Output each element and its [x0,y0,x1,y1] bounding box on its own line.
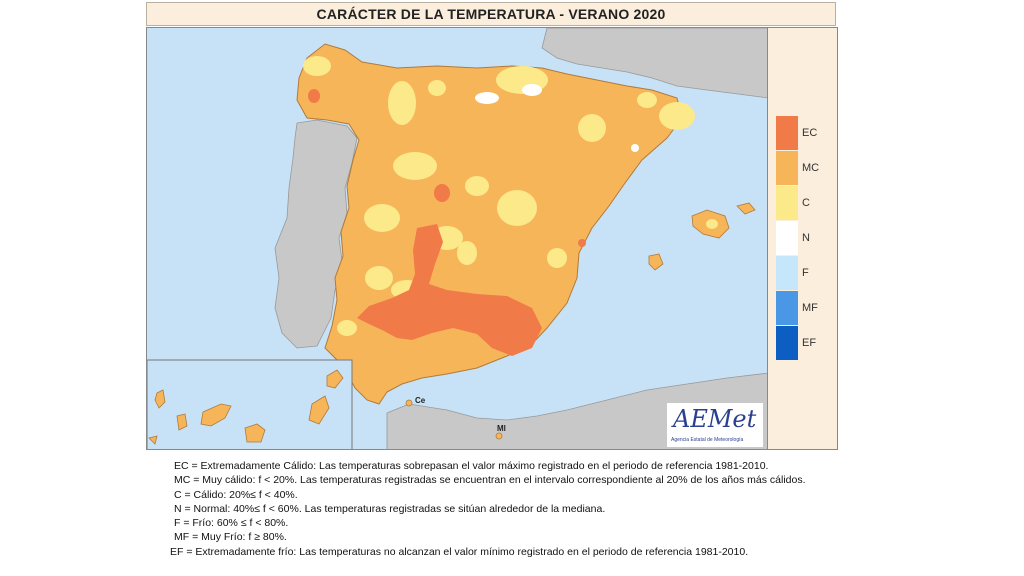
temperature-map [147,28,767,449]
note-n: N = Normal: 40%≤ f < 60%. Las temperatur… [174,502,606,515]
note-ec: EC = Extremadamente Cálido: Las temperat… [174,460,769,472]
legend-label-ec: EC [802,127,818,139]
canary-islands [148,369,344,445]
note-f: F = Frío: 60% ≤ f < 80%. [174,517,289,530]
note-mc: MC = Muy cálido: f < 20%. Las temperatur… [174,474,806,487]
normal-patches [475,84,639,152]
legend-swatch-ec [776,116,798,150]
legend-label-n: N [802,232,810,244]
map-panel: Ce Ml AEMet Agencia Estatal de Meteorolo… [146,27,768,450]
legend-label-c: C [802,197,810,209]
ceuta-label: Ce [415,396,426,405]
legend-notes: EC = Extremadamente Cálido: Las temperat… [170,459,834,559]
legend-swatch-ef [776,326,798,360]
legend-swatch-c [776,186,798,220]
aemet-logo: AEMet Agencia Estatal de Meteorología [667,403,763,447]
ceuta-marker [405,399,413,407]
legend-swatch-mc [776,151,798,185]
melilla-label: Ml [497,424,506,433]
note-c: C = Cálido: 20%≤ f < 40%. [174,488,298,501]
mallorca-warm-spot [706,219,718,229]
note-ef: EF = Extremadamente frío: Las temperatur… [170,545,749,558]
title-bar: CARÁCTER DE LA TEMPERATURA - VERANO 2020 [146,2,836,26]
legend-swatch-n [776,221,798,255]
legend-label-mc: MC [802,162,820,174]
logo-subtitle: Agencia Estatal de Meteorología [671,437,744,443]
legend-swatch-f [776,256,798,290]
legend-label-mf: MF [802,302,818,314]
france-land [541,28,767,99]
legend-swatch-mf [776,291,798,325]
portugal-land [274,119,358,349]
warm-patches [303,56,695,336]
legend-label-ef: EF [802,337,817,349]
melilla-marker [495,432,503,440]
note-mf: MF = Muy Frío: f ≥ 80%. [174,531,287,544]
legend: EC MC C N F MF EF [768,27,838,450]
logo-text: AEMet [673,405,757,433]
legend-label-f: F [802,267,809,279]
map-title: CARÁCTER DE LA TEMPERATURA - VERANO 2020 [316,6,666,22]
